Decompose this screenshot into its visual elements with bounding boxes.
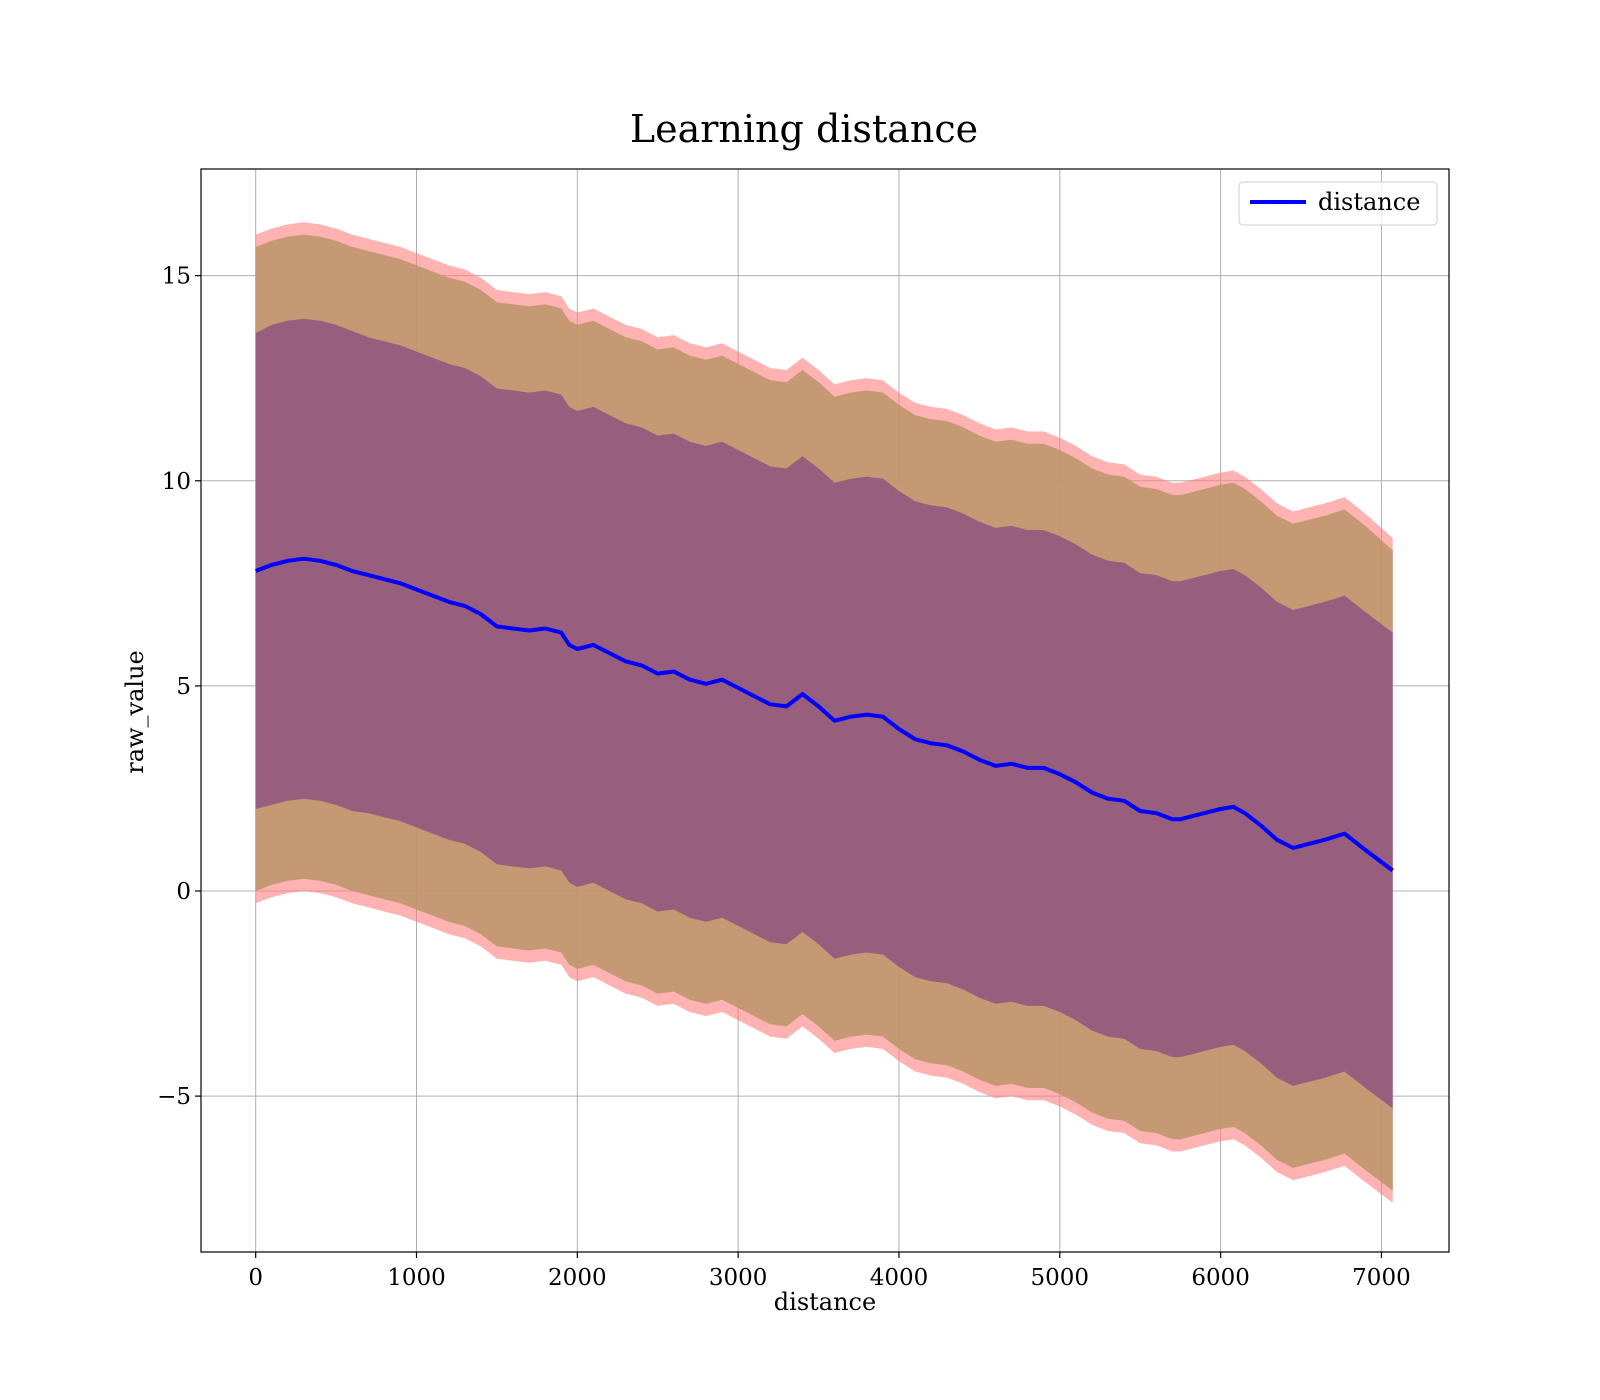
x-tick-label: 2000 (548, 1265, 607, 1291)
y-tick-label: 15 (162, 264, 191, 290)
axis-ticks: 0 1000 2000 3000 4000 5000 6000 7000 −5 0 5 10 15 (157, 264, 1411, 1291)
x-tick-label: 6000 (1191, 1265, 1250, 1291)
series-lines (254, 556, 1394, 873)
x-tick-label: 5000 (1031, 1265, 1090, 1291)
y-tick-label: 0 (176, 879, 191, 905)
x-tick-label: 1000 (387, 1265, 446, 1291)
y-tick-label: −5 (157, 1084, 191, 1110)
legend: distance (1238, 181, 1438, 226)
y-tick-label: 5 (176, 674, 191, 700)
x-axis-label: distance (774, 1288, 876, 1316)
series-line-distance (254, 556, 1394, 873)
y-tick-label: 10 (162, 469, 191, 495)
y-axis-label: raw_value (121, 650, 149, 774)
legend-label-distance: distance (1318, 188, 1420, 216)
x-tick-label: 4000 (870, 1265, 929, 1291)
x-tick-label: 7000 (1352, 1265, 1411, 1291)
x-tick-label: 3000 (709, 1265, 768, 1291)
chart-title: Learning distance (630, 107, 978, 151)
plot-area-frame (200, 168, 1450, 1253)
x-tick-label: 0 (248, 1265, 263, 1291)
legend-frame (1238, 181, 1438, 226)
